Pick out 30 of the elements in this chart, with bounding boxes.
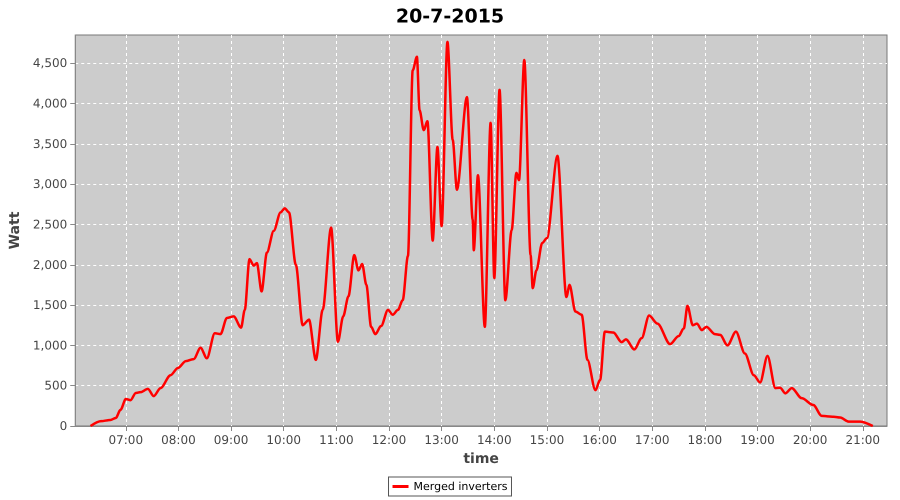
y-tick-label: 3,500	[32, 136, 68, 151]
x-tick-label: 18:00	[688, 433, 722, 447]
x-tick-label: 13:00	[424, 433, 459, 447]
y-tick-label: 4,500	[32, 56, 68, 70]
legend-label: Merged inverters	[414, 480, 508, 493]
y-axis-title: Watt	[7, 211, 23, 250]
y-tick-label: 1,000	[32, 338, 68, 352]
x-tick-label: 21:00	[845, 433, 880, 447]
x-tick-label: 19:00	[740, 433, 775, 447]
x-tick-label: 11:00	[319, 433, 354, 447]
y-tick-label: 3,000	[32, 177, 68, 192]
line-series	[89, 40, 874, 428]
x-tick-label: 16:00	[582, 433, 617, 447]
x-tick-label: 10:00	[266, 433, 302, 447]
y-tick-label: 2,500	[32, 217, 68, 232]
x-tick-label: 20:00	[792, 433, 828, 447]
x-tick-label: 15:00	[530, 433, 564, 447]
x-tick-label: 07:00	[108, 433, 144, 447]
x-tick-label: 09:00	[214, 433, 248, 447]
x-tick-label: 14:00	[476, 433, 512, 447]
y-tick-label: 1,500	[32, 298, 68, 312]
x-tick-label: 17:00	[634, 433, 670, 447]
y-tick-label: 0	[60, 419, 68, 433]
x-axis-title: time	[463, 451, 499, 467]
y-tick-label: 2,000	[32, 258, 68, 272]
x-tick-label: 12:00	[372, 433, 406, 447]
y-tick-label: 4,000	[32, 96, 68, 111]
y-tick-label: 500	[44, 378, 68, 393]
x-tick-label: 08:00	[161, 433, 196, 447]
chart-title: 20-7-2015	[396, 6, 504, 28]
